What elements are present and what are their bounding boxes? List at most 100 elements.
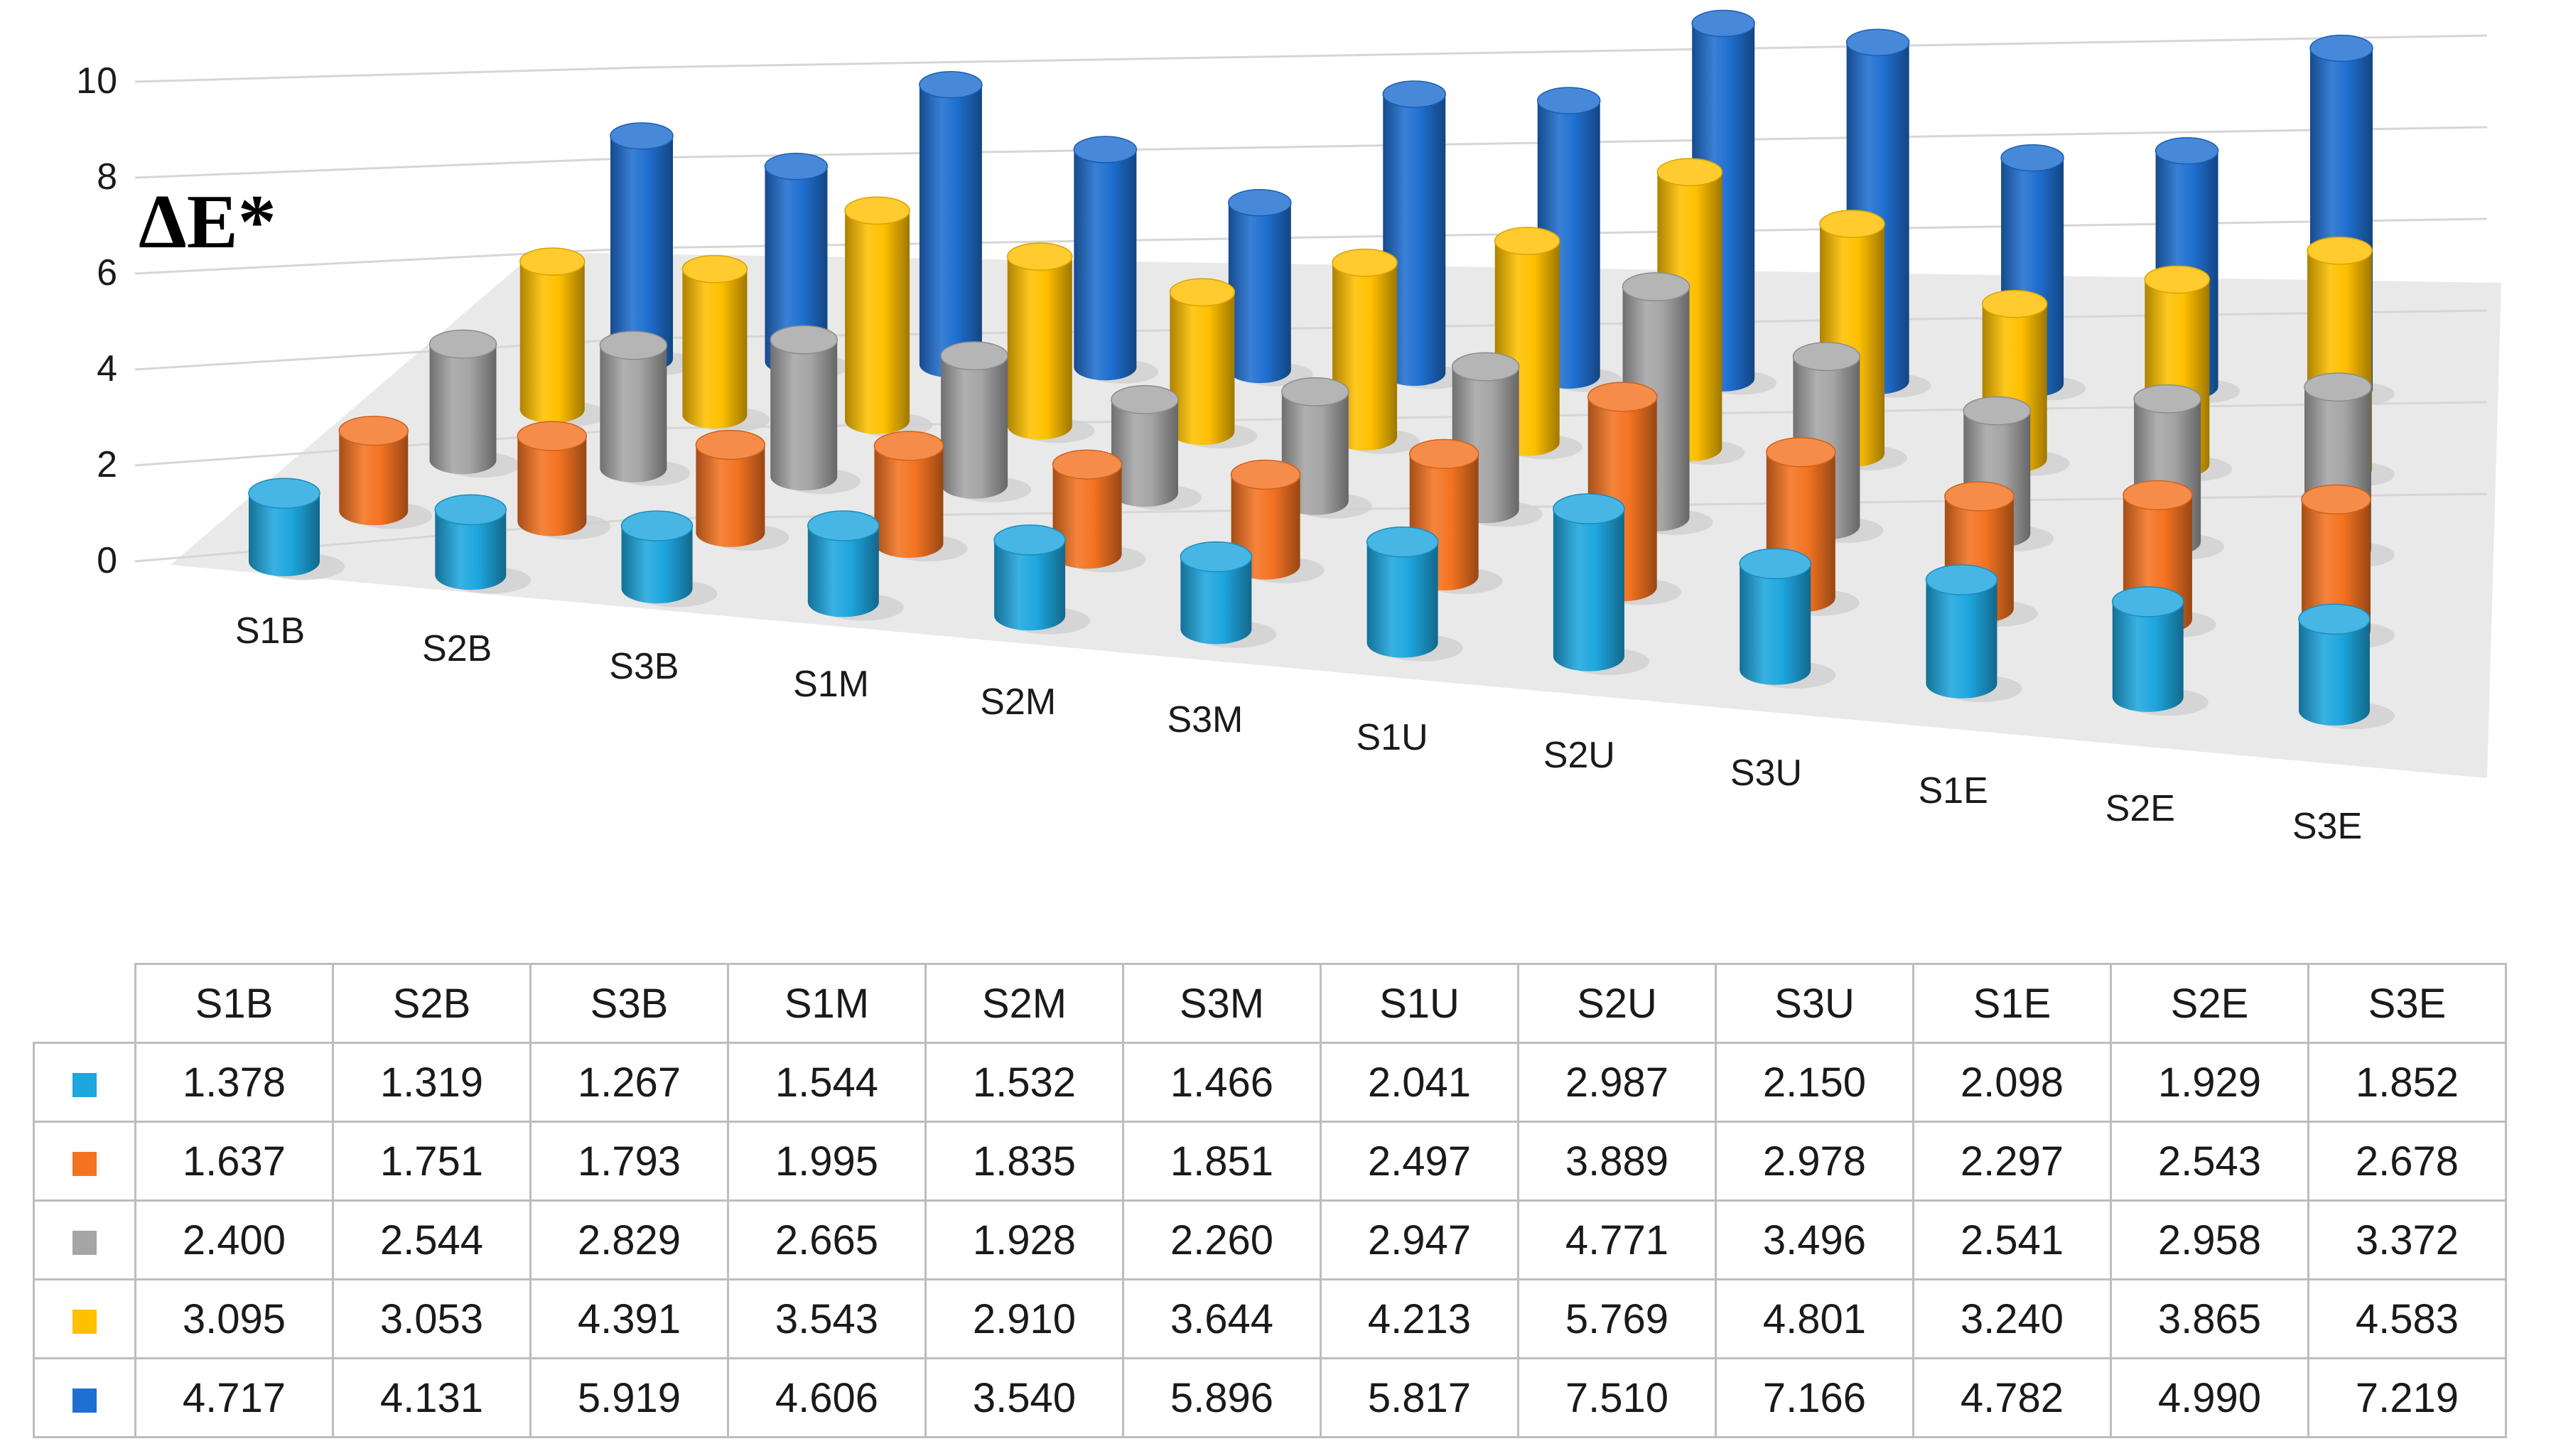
x-category-label: S1E <box>1918 770 1988 811</box>
chart-3d-cylinders: 0 2 4 6 8 10 S1B S2B S3B S1M S2M S3M S1U S2U S3U S1E S2… <box>76 9 2501 847</box>
bar-top <box>681 254 748 284</box>
bar-top <box>844 196 910 225</box>
bar-top <box>919 70 983 99</box>
table-value-cell: 5.769 <box>1517 1278 1717 1359</box>
bar-top <box>1845 28 1910 56</box>
table-value-cell: 3.865 <box>2110 1278 2309 1359</box>
legend-key <box>33 1357 136 1438</box>
bar <box>599 330 691 486</box>
table-value-cell: 3.095 <box>134 1278 334 1359</box>
bar-body <box>1553 509 1624 672</box>
data-table: S1B S2B S3B S1M S2M S3M S1U S2U S3U S1E S2E S3E 1.3… <box>33 963 2507 1438</box>
bar <box>1228 188 1313 387</box>
table-value-cell: 7.166 <box>1715 1357 1914 1438</box>
table-value-cell: 1.995 <box>727 1121 927 1202</box>
bar-top <box>1739 548 1811 580</box>
table-value-cell: 1.466 <box>1122 1042 1322 1123</box>
table-value-cell: 2.041 <box>1320 1042 1519 1123</box>
bar-top <box>1622 272 1690 302</box>
bar-body <box>696 445 765 547</box>
table-value-cell: 2.400 <box>134 1199 334 1280</box>
bar <box>1111 384 1202 511</box>
table-value-cell: 3.496 <box>1715 1199 1914 1280</box>
bar-top <box>2307 236 2373 265</box>
bar-top <box>1180 541 1253 573</box>
x-category-label: S1U <box>1357 717 1428 758</box>
bar <box>620 510 718 608</box>
table-value-cell: 1.378 <box>134 1042 334 1123</box>
table-value-cell: 3.053 <box>332 1278 532 1359</box>
bar-top <box>1691 9 1755 38</box>
bar-top <box>1073 136 1138 163</box>
legend-key <box>33 1199 136 1280</box>
bar-body <box>519 261 585 424</box>
bar-body <box>600 345 667 482</box>
bar-body <box>1926 580 1997 699</box>
table-value-cell: 3.644 <box>1122 1278 1322 1359</box>
table-value-cell: 2.297 <box>1912 1121 2112 1202</box>
y-tick-label: 8 <box>97 156 117 198</box>
table-value-cell: 1.851 <box>1122 1121 1322 1202</box>
x-category-label: S3M <box>1167 699 1243 740</box>
y-tick-label: 6 <box>97 252 117 293</box>
bar-body <box>770 340 838 491</box>
table-value-cell: 7.219 <box>2307 1357 2507 1438</box>
table-value-cell: 3.889 <box>1517 1121 1717 1202</box>
bar-top <box>2111 586 2184 618</box>
bar-top <box>1366 526 1439 558</box>
x-category-label: S1B <box>235 610 305 652</box>
bar-top <box>1925 564 1998 595</box>
table-value-cell: 2.978 <box>1715 1121 1914 1202</box>
bar-top <box>1792 342 1861 372</box>
bar-top <box>2304 372 2372 402</box>
bar-top <box>2123 480 2193 510</box>
bar-top <box>1451 352 1520 382</box>
table-value-cell: 2.665 <box>727 1199 927 1280</box>
bar-body <box>874 446 944 559</box>
y-tick-label: 2 <box>97 444 117 485</box>
x-category-label: S2B <box>422 628 492 669</box>
table-value-cell: 2.829 <box>529 1199 729 1280</box>
table-value-cell: 4.771 <box>1517 1199 1717 1280</box>
table-series-row: 1.637 1.751 1.793 1.995 1.835 1.851 2.497 3.889… <box>33 1121 2507 1202</box>
bar-top <box>248 478 320 509</box>
bar-top <box>1536 87 1601 114</box>
table-value-cell: 1.793 <box>529 1121 729 1202</box>
bar-top <box>2155 137 2219 165</box>
x-category-label: S2E <box>2105 788 2175 829</box>
bar <box>2111 586 2209 716</box>
table-value-cell: 4.782 <box>1912 1357 2112 1438</box>
bar-body <box>919 85 982 378</box>
table-value-cell: 2.544 <box>332 1199 532 1280</box>
bar-top <box>1494 227 1560 256</box>
table-value-cell: 3.543 <box>727 1278 927 1359</box>
table-value-cell: 4.213 <box>1320 1278 1519 1359</box>
table-header-cell: S2M <box>924 963 1124 1044</box>
table-value-cell: 1.929 <box>2110 1042 2309 1123</box>
bar-top <box>695 429 766 460</box>
y-tick-label: 0 <box>97 540 117 581</box>
bar-top <box>1587 382 1658 412</box>
bar-top <box>2309 34 2373 63</box>
bar <box>1494 227 1582 460</box>
legend-swatch <box>72 1073 97 1098</box>
bar-body <box>765 166 828 375</box>
table-value-cell: 1.544 <box>727 1042 927 1123</box>
bar <box>2298 603 2395 730</box>
bar-body <box>610 136 673 372</box>
bar-top <box>1656 158 1723 187</box>
table-value-cell: 4.717 <box>134 1357 334 1438</box>
y-axis-label: ΔE* <box>139 180 276 264</box>
table-value-cell: 2.497 <box>1320 1121 1519 1202</box>
bar-body <box>807 525 879 618</box>
table-value-cell: 1.928 <box>924 1199 1124 1280</box>
bar-body <box>1074 149 1137 381</box>
bar-top <box>1553 493 1625 524</box>
bar-top <box>428 329 497 359</box>
table-header-cell: S1B <box>134 963 334 1044</box>
legend-key <box>33 1121 136 1202</box>
legend-key <box>33 1042 136 1123</box>
bar <box>338 416 433 529</box>
bar <box>1382 80 1468 389</box>
table-header-cell: S2U <box>1517 963 1717 1044</box>
